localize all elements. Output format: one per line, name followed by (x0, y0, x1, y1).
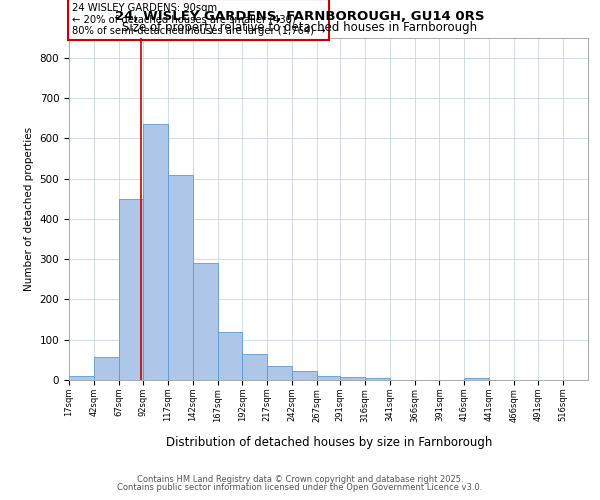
Text: Contains HM Land Registry data © Crown copyright and database right 2025.: Contains HM Land Registry data © Crown c… (137, 475, 463, 484)
Bar (242, 354, 267, 380)
Bar (94, 356, 119, 380)
Bar (267, 366, 292, 380)
Bar (193, 263, 218, 380)
Bar (143, 124, 168, 380)
Text: Distribution of detached houses by size in Farnborough: Distribution of detached houses by size … (166, 436, 492, 449)
Bar (365, 378, 390, 380)
Bar (464, 378, 489, 380)
Bar (218, 332, 242, 380)
Text: Contains public sector information licensed under the Open Government Licence v3: Contains public sector information licen… (118, 483, 482, 492)
Text: Size of property relative to detached houses in Farnborough: Size of property relative to detached ho… (122, 21, 478, 34)
Bar (119, 198, 143, 380)
Bar (292, 371, 317, 380)
Y-axis label: Number of detached properties: Number of detached properties (24, 126, 34, 291)
Text: 24, WISLEY GARDENS, FARNBOROUGH, GU14 0RS: 24, WISLEY GARDENS, FARNBOROUGH, GU14 0R… (115, 10, 485, 23)
Text: 24 WISLEY GARDENS: 90sqm
← 20% of detached houses are smaller (430)
80% of semi-: 24 WISLEY GARDENS: 90sqm ← 20% of detach… (71, 2, 325, 36)
Bar (340, 377, 365, 380)
Bar (317, 376, 340, 380)
Bar (69, 376, 94, 380)
Bar (168, 174, 193, 380)
